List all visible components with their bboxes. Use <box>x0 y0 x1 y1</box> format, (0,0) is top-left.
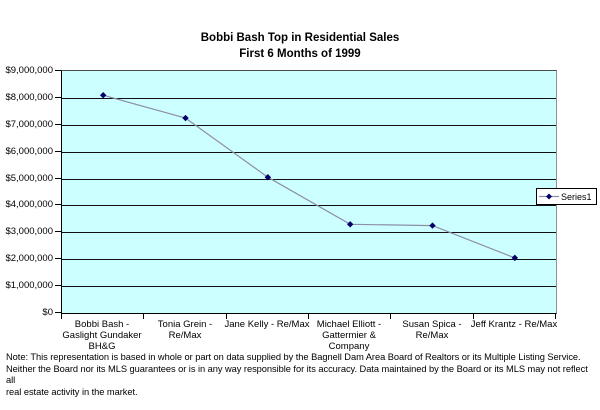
legend-series1-marker-icon <box>539 193 559 200</box>
y-axis-label: $1,000,000 <box>5 280 53 292</box>
x-axis-tick <box>61 314 62 319</box>
y-axis-label: $6,000,000 <box>5 145 53 157</box>
x-axis-category-label: Jeff Krantz - Re/Max <box>470 319 558 330</box>
legend: Series1 <box>536 188 597 205</box>
y-axis-label: $5,000,000 <box>5 172 53 184</box>
gridline <box>62 98 556 99</box>
legend-series1-label: Series1 <box>561 191 592 202</box>
gridline <box>62 179 556 180</box>
y-axis-tick <box>55 124 61 125</box>
x-axis-category-label: Bobbi Bash - Gaslight Gundaker BH&G <box>62 319 142 352</box>
y-axis-tick <box>55 231 61 232</box>
y-axis-tick <box>55 312 61 313</box>
y-axis-tick <box>55 97 61 98</box>
x-axis-tick <box>308 314 309 319</box>
gridline <box>62 205 556 206</box>
data-point-marker <box>99 92 107 99</box>
x-axis-category-label: Tonia Grein - Re/Max <box>157 319 213 341</box>
chart-title: Bobbi Bash Top in Residential Sales <box>200 32 400 44</box>
y-axis-tick <box>55 151 61 152</box>
y-axis-tick <box>55 70 61 71</box>
disclaimer-note: Note: This representation is based in wh… <box>6 352 588 397</box>
y-axis-label: $7,000,000 <box>5 118 53 130</box>
data-point-marker <box>346 221 354 228</box>
x-axis-tick <box>226 314 227 319</box>
y-axis-tick <box>55 285 61 286</box>
y-axis-tick <box>55 178 61 179</box>
x-axis-tick <box>555 314 556 319</box>
y-axis-label: $9,000,000 <box>5 65 53 76</box>
y-axis-label: $2,000,000 <box>5 253 53 265</box>
data-point-marker <box>264 174 272 181</box>
plot-area <box>61 70 557 314</box>
x-axis-tick <box>143 314 144 319</box>
y-axis-label: $0 <box>42 307 53 318</box>
y-axis-label: $3,000,000 <box>5 226 53 238</box>
y-axis-tick <box>55 204 61 205</box>
x-axis-tick <box>390 314 391 319</box>
x-axis-tick <box>473 314 474 319</box>
gridline <box>62 125 556 126</box>
y-axis-tick <box>55 258 61 259</box>
data-point-marker <box>429 222 436 229</box>
gridline <box>62 259 556 260</box>
series1-line <box>99 92 519 262</box>
x-axis-category-label: Jane Kelly - Re/Max <box>224 319 310 330</box>
gridline <box>62 152 556 153</box>
y-axis-label: $4,000,000 <box>5 199 53 211</box>
gridline <box>62 232 556 233</box>
x-axis-category-label: Susan Spica - Re/Max <box>402 319 462 341</box>
y-axis-label: $8,000,000 <box>5 91 53 103</box>
data-point-marker <box>511 254 519 262</box>
chart-subtitle: First 6 Months of 1999 <box>239 48 361 60</box>
gridline <box>62 286 556 287</box>
x-axis-category-label: Michael Elliott - Gattermier & Company <box>316 319 382 352</box>
